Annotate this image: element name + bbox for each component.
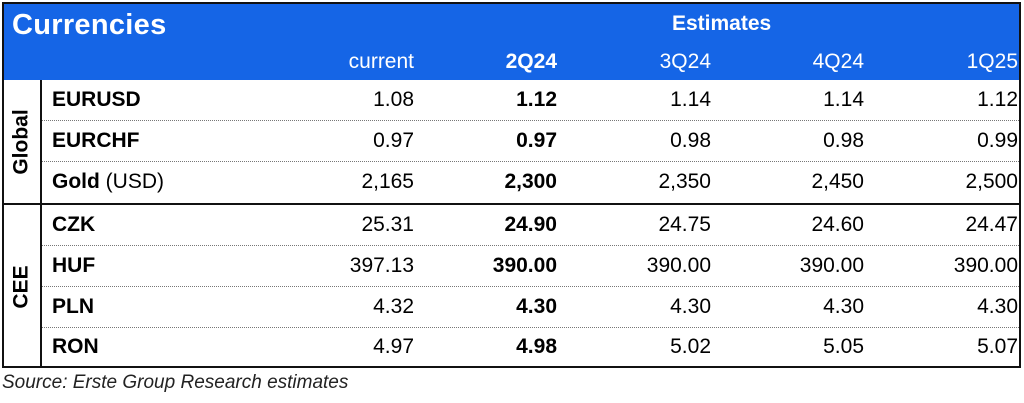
group-separator [4,203,1019,205]
cell-current: 0.97 [373,129,414,152]
row-label: Gold (USD) [52,170,164,193]
table-row: RON 4.97 4.98 5.02 5.05 5.07 [42,327,1019,368]
cell-4q24: 4.30 [823,295,864,318]
currencies-table: Currencies Estimates current 2Q24 3Q24 4… [2,2,1021,368]
cell-1q25: 4.30 [977,295,1018,318]
estimates-label: Estimates [672,12,772,35]
table-row: PLN 4.32 4.30 4.30 4.30 4.30 [42,287,1019,328]
cell-3q24: 2,350 [658,170,711,193]
col-header-1q25: 1Q25 [966,50,1018,73]
cell-4q24: 5.05 [823,335,864,358]
cell-2q24: 24.90 [504,213,557,236]
cell-4q24: 0.98 [823,129,864,152]
table-title: Currencies [12,9,167,41]
row-label: CZK [52,213,96,236]
source-note: Source: Erste Group Research estimates [2,372,349,393]
col-header-2q24: 2Q24 [505,50,557,73]
table-header: Currencies Estimates current 2Q24 3Q24 4… [4,4,1019,80]
cell-1q25: 0.99 [977,129,1018,152]
cell-2q24: 2,300 [504,170,557,193]
cell-current: 1.08 [373,88,414,111]
cell-3q24: 24.75 [658,213,711,236]
cell-2q24: 0.97 [516,129,557,152]
cell-2q24: 390.00 [492,254,557,277]
cell-1q25: 1.12 [977,88,1018,111]
cell-4q24: 390.00 [799,254,864,277]
cell-current: 397.13 [349,254,414,277]
row-label: RON [52,335,99,358]
cell-4q24: 24.60 [811,213,864,236]
cell-1q25: 5.07 [977,335,1018,358]
cell-4q24: 2,450 [811,170,864,193]
table-row: HUF 397.13 390.00 390.00 390.00 390.00 [42,246,1019,287]
cell-4q24: 1.14 [823,88,864,111]
cell-1q25: 2,500 [965,170,1018,193]
col-header-4q24: 4Q24 [812,50,864,73]
cell-3q24: 390.00 [646,254,711,277]
cell-3q24: 1.14 [670,88,711,111]
cell-3q24: 5.02 [670,335,711,358]
group-label-cee: CEE [10,264,33,309]
cell-2q24: 1.12 [516,88,557,111]
row-label: EURCHF [52,129,140,152]
table-row: EURCHF 0.97 0.97 0.98 0.98 0.99 [42,121,1019,162]
group-divider [40,80,42,366]
col-header-3q24: 3Q24 [659,50,711,73]
cell-current: 4.32 [373,295,414,318]
row-label: HUF [52,254,96,277]
cell-2q24: 4.98 [516,335,557,358]
cell-current: 4.97 [373,335,414,358]
cell-3q24: 0.98 [670,129,711,152]
cell-current: 2,165 [361,170,414,193]
group-label-global: Global [10,108,33,175]
cell-current: 25.31 [361,213,414,236]
cell-1q25: 390.00 [953,254,1018,277]
row-label: PLN [52,295,94,318]
table-row: EURUSD 1.08 1.12 1.14 1.14 1.12 [42,80,1019,121]
table-row: CZK 25.31 24.90 24.75 24.60 24.47 [42,205,1019,246]
col-header-current: current [348,50,414,73]
table-row: Gold (USD) 2,165 2,300 2,350 2,450 2,500 [42,162,1019,203]
cell-1q25: 24.47 [965,213,1018,236]
cell-3q24: 4.30 [670,295,711,318]
row-label: EURUSD [52,88,141,111]
cell-2q24: 4.30 [516,295,557,318]
